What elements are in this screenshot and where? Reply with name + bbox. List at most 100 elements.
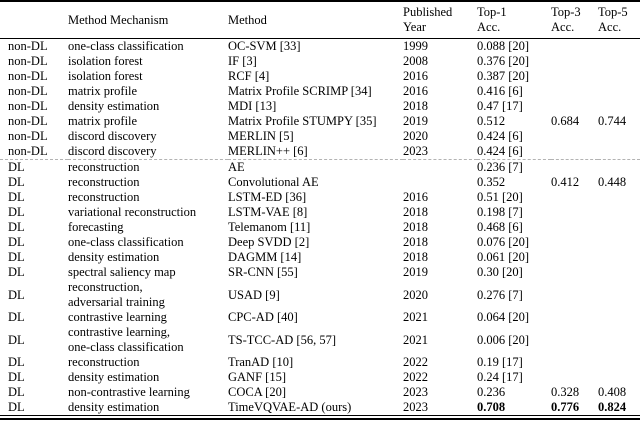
cell-top1: 0.376 [20] <box>477 54 530 68</box>
cell-top1: 0.076 [20] <box>477 235 530 249</box>
table-row: non-DL one-class classification OC-SVM [33… <box>0 39 640 55</box>
table-row: DL density estimation DAGMM [14] 2018 0.061 … <box>0 250 640 265</box>
cell-top3 <box>551 84 598 99</box>
cell-top3 <box>551 129 598 144</box>
cell-top5 <box>598 159 640 175</box>
cell-year: 1999 <box>403 39 428 53</box>
cell-mechanism: contrastive learning, one-class classifi… <box>68 325 184 354</box>
table-row: DL non-contrastive learning COCA [20] 2023 0… <box>0 385 640 400</box>
cell-top5 <box>598 54 640 69</box>
cell-mechanism: contrastive learning <box>68 310 167 324</box>
cell-top3 <box>551 159 598 175</box>
table-row: DL spectral saliency map SR-CNN [55] 2019 0.… <box>0 265 640 280</box>
cell-mechanism: reconstruction <box>68 355 140 369</box>
table-row: DL variational reconstruction LSTM-VAE [8]… <box>0 205 640 220</box>
cell-top5 <box>598 190 640 205</box>
cell-category: DL <box>0 159 68 175</box>
column-header-top5-acc: Top-5 Acc. <box>598 1 640 39</box>
cell-top1: 0.708 <box>477 400 506 414</box>
cell-year: 2021 <box>403 332 428 347</box>
table-header: Method Mechanism Method Published Year T… <box>0 1 640 39</box>
cell-top3 <box>551 280 598 310</box>
cell-method: DAGMM [14] <box>228 250 302 264</box>
cell-mechanism: reconstruction <box>68 190 140 204</box>
cell-mechanism: matrix profile <box>68 114 138 128</box>
cell-top1: 0.47 [17] <box>477 99 523 113</box>
cell-top1: 0.19 [17] <box>477 355 523 369</box>
cell-method: TS-TCC-AD [56, 57] <box>228 332 336 347</box>
table-row: DL reconstruction, adversarial training US… <box>0 280 640 310</box>
cell-category: DL <box>8 287 25 302</box>
table-row: non-DL isolation forest RCF [4] 2016 0.387 [… <box>0 69 640 84</box>
table-row: DL density estimation GANF [15] 2022 0.24 [1… <box>0 370 640 385</box>
table-row: DL density estimation TimeVQVAE-AD (ours) 2… <box>0 400 640 415</box>
column-header-method: Method <box>228 1 403 39</box>
cell-category: DL <box>8 175 25 189</box>
cell-top1: 0.006 [20] <box>477 332 530 347</box>
cell-year: 2020 <box>403 287 428 302</box>
results-table: Method Mechanism Method Published Year T… <box>0 0 640 415</box>
table-row: non-DL matrix profile Matrix Profile SCRIM… <box>0 84 640 99</box>
cell-top3 <box>551 144 598 160</box>
cell-top1: 0.352 <box>477 175 506 189</box>
cell-top3 <box>551 205 598 220</box>
cell-year <box>403 159 477 175</box>
cell-method: CPC-AD [40] <box>228 310 298 324</box>
cell-top3 <box>551 265 598 280</box>
cell-year: 2016 <box>403 69 428 83</box>
cell-year: 2023 <box>403 385 428 399</box>
cell-category: non-DL <box>8 114 48 128</box>
cell-mechanism: one-class classification <box>68 235 184 249</box>
cell-category: non-DL <box>8 39 48 53</box>
cell-top1: 0.064 [20] <box>477 310 530 324</box>
cell-method: Matrix Profile STUMPY [35] <box>228 114 377 128</box>
cell-category: DL <box>8 190 25 204</box>
cell-top3 <box>551 220 598 235</box>
cell-category: DL <box>8 235 25 249</box>
cell-top5 <box>598 84 640 99</box>
cell-top5: 0.408 <box>598 385 627 399</box>
cell-mechanism: one-class classification <box>68 39 184 53</box>
cell-top3 <box>551 235 598 250</box>
cell-year: 2022 <box>403 370 428 384</box>
cell-method: USAD [9] <box>228 287 280 302</box>
cell-top1: 0.468 [6] <box>477 220 523 234</box>
cell-top1: 0.424 [6] <box>477 129 523 143</box>
cell-top1: 0.512 <box>477 114 506 128</box>
column-header-top3-acc: Top-3 Acc. <box>551 1 598 39</box>
cell-top5 <box>598 99 640 114</box>
cell-top3 <box>551 250 598 265</box>
cell-category: non-DL <box>8 54 48 68</box>
cell-year <box>403 175 477 190</box>
cell-category: DL <box>8 355 25 369</box>
cell-year: 2023 <box>403 144 428 158</box>
cell-top5 <box>598 280 640 310</box>
cell-top5 <box>598 265 640 280</box>
table-row: non-DL density estimation MDI [13] 2018 0.47… <box>0 99 640 114</box>
table-row: DL reconstruction TranAD [10] 2022 0.19 [17] <box>0 355 640 370</box>
cell-method: MERLIN++ [6] <box>228 144 308 158</box>
cell-category: DL <box>8 265 25 279</box>
cell-year: 2018 <box>403 220 428 234</box>
cell-top3 <box>551 355 598 370</box>
cell-top3: 0.328 <box>551 385 580 399</box>
cell-top3 <box>551 325 598 355</box>
cell-top5: 0.744 <box>598 114 627 128</box>
cell-year: 2016 <box>403 84 428 98</box>
cell-mechanism: reconstruction <box>68 159 228 175</box>
cell-category: non-DL <box>8 69 48 83</box>
cell-top5 <box>598 355 640 370</box>
cell-top5 <box>598 205 640 220</box>
table-row: DL forecasting Telemanom [11] 2018 0.468 [6] <box>0 220 640 235</box>
table-row: non-DL discord discovery MERLIN++ [6] 2023 0… <box>0 144 640 160</box>
cell-method: RCF [4] <box>228 69 270 83</box>
cell-top5 <box>598 39 640 55</box>
cell-top1: 0.061 [20] <box>477 250 530 264</box>
cell-method: Telemanom [11] <box>228 220 311 234</box>
cell-category: non-DL <box>8 129 48 143</box>
table-row: DL one-class classification Deep SVDD [2] 2… <box>0 235 640 250</box>
cell-year: 2018 <box>403 250 428 264</box>
cell-top1: 0.276 [7] <box>477 287 523 302</box>
cell-top3 <box>551 310 598 325</box>
cell-top1: 0.236 [7] <box>477 159 551 175</box>
